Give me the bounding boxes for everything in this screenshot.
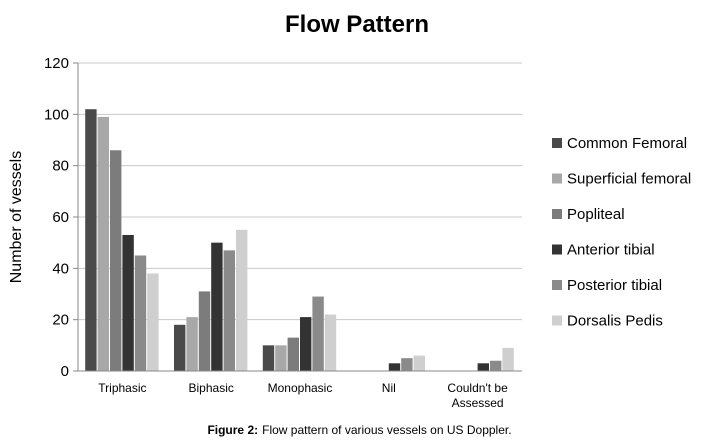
x-tick-label: Nil (382, 381, 396, 395)
legend-label: Popliteal (567, 206, 625, 223)
bar (211, 242, 223, 371)
bar (477, 363, 489, 371)
legend-swatch (552, 244, 562, 255)
x-tick-label-line: Monophasic (268, 381, 333, 395)
x-tick-label-line: Biphasic (189, 381, 234, 395)
legend-swatch (552, 209, 562, 219)
bar (312, 296, 324, 371)
y-tick-label: 0 (61, 363, 69, 380)
legend-label: Posterior tibial (567, 277, 662, 294)
legend: Common Femoral Superficial femoral Poplite… (552, 135, 691, 330)
bar (85, 109, 97, 371)
bar (236, 229, 248, 371)
chart-title: Flow Pattern (285, 11, 429, 38)
x-tick-label: Triphasic (98, 381, 146, 395)
y-tick-label: 20 (52, 312, 69, 329)
y-tick-label: 120 (44, 55, 69, 72)
figure-caption-text: Flow pattern of various vessels on US Do… (262, 423, 512, 437)
legend-swatch (552, 280, 562, 290)
x-tick-label: Monophasic (268, 381, 333, 395)
y-tick-label: 80 (52, 158, 69, 175)
bar (110, 150, 122, 371)
bar (502, 347, 514, 371)
x-tick-label-line: Assessed (452, 396, 504, 410)
bar (413, 355, 425, 371)
legend-swatch (552, 138, 562, 148)
y-tick-labels: 0 20 40 60 80 100 120 (44, 55, 69, 380)
y-axis-label: Number of vessels (8, 151, 25, 284)
chart: Flow Pattern Number of vessels 0 20 40 60 80… (8, 11, 691, 410)
x-tick-label-line: Nil (382, 381, 396, 395)
y-tick-label: 40 (52, 260, 69, 277)
legend-label: Superficial femoral (567, 171, 691, 188)
x-tick-label-line: Triphasic (98, 381, 146, 395)
axes (73, 62, 522, 372)
y-tick-label: 100 (44, 106, 69, 123)
legend-label: Dorsalis Pedis (567, 313, 663, 330)
legend-label: Common Femoral (567, 135, 687, 152)
legend-swatch (552, 173, 562, 184)
bar (401, 358, 413, 371)
x-tick-label-line: Couldn't be (447, 381, 508, 395)
x-tick-label: Couldn't be Assessed (447, 381, 508, 410)
bar (300, 317, 312, 371)
figure-caption: Figure 2: Flow pattern of various vessels… (0, 423, 719, 437)
bar (97, 116, 109, 372)
bar (223, 250, 235, 371)
bar (262, 345, 275, 371)
legend-label: Anterior tibial (567, 242, 655, 259)
gridlines (78, 62, 522, 321)
bar (287, 337, 299, 371)
bar (174, 324, 186, 371)
figure-caption-label: Figure 2: (207, 423, 259, 437)
bar (134, 255, 147, 371)
bar (324, 314, 337, 371)
bar (490, 360, 502, 371)
bars (85, 109, 514, 372)
legend-swatch (552, 315, 562, 326)
bar (186, 317, 198, 371)
bar (147, 273, 159, 371)
bar (275, 345, 287, 371)
bar (388, 363, 401, 371)
x-tick-label: Biphasic (189, 381, 234, 395)
x-tick-labels: Triphasic Biphasic Monophasic Nil Couldn't b… (98, 381, 508, 410)
bar (198, 291, 211, 371)
bar (122, 234, 134, 371)
y-tick-label: 60 (52, 209, 69, 226)
